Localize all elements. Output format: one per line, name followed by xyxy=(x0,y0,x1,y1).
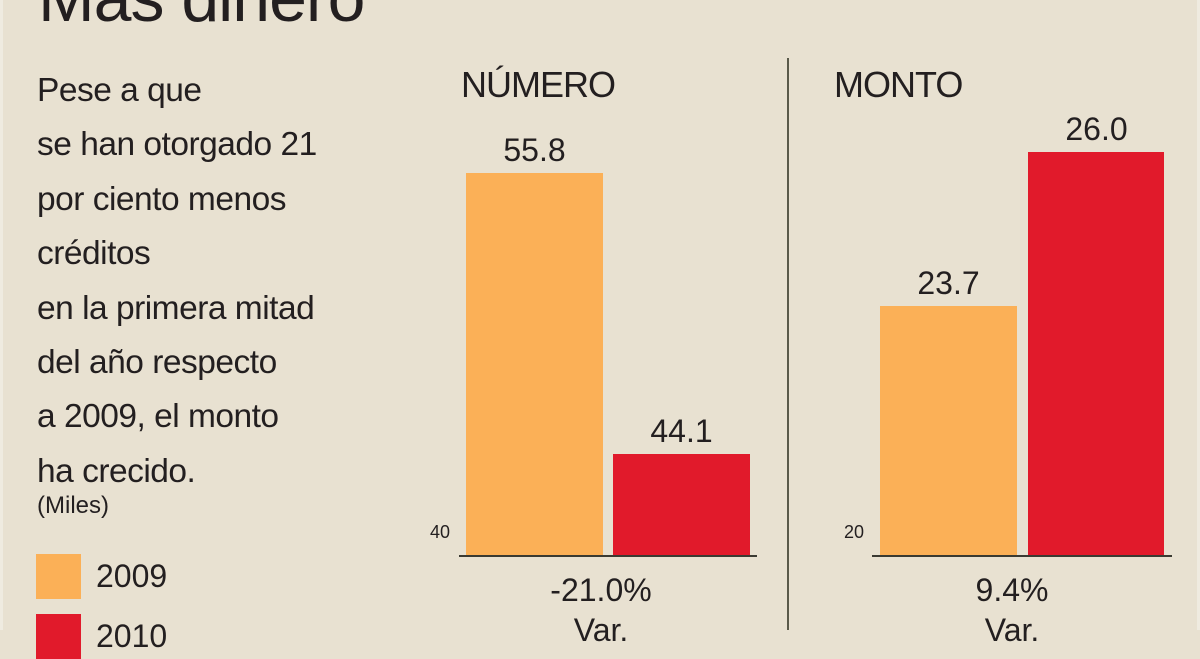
legend-swatch-2010 xyxy=(36,614,81,659)
axis-min-label: 40 xyxy=(430,522,451,542)
lead-line: del año respecto xyxy=(37,344,277,382)
unit-label: (Miles) xyxy=(37,492,109,519)
legend-item-2010: 2010 xyxy=(36,614,167,659)
lead-line: en la primera mitad xyxy=(37,289,315,327)
bar-value-label: 44.1 xyxy=(650,413,713,449)
bar-value-label: 55.8 xyxy=(503,132,566,168)
panel-title-numero: NÚMERO xyxy=(461,64,616,105)
bar-monto-2009 xyxy=(880,306,1017,555)
panel-title-monto: MONTO xyxy=(834,64,963,105)
baseline-monto xyxy=(872,555,1172,557)
lead-line: ha crecido. xyxy=(37,452,196,490)
change-caption: Var. xyxy=(984,612,1040,648)
change-caption: Var. xyxy=(573,612,629,648)
lead-line: a 2009, el monto xyxy=(37,398,279,436)
legend-label: 2010 xyxy=(96,618,168,654)
baseline-numero xyxy=(459,555,757,557)
lead-line: créditos xyxy=(37,235,151,273)
lead-line: se han otorgado 21 xyxy=(37,126,317,164)
axis-min-label: 20 xyxy=(844,522,865,542)
legend-item-2009: 2009 xyxy=(36,554,167,599)
change-percent-numero: -21.0% xyxy=(550,572,652,608)
legend-label: 2009 xyxy=(96,558,168,594)
bar-value-label: 23.7 xyxy=(917,265,980,301)
right-border xyxy=(1197,0,1200,630)
bar-monto-2010 xyxy=(1028,152,1164,555)
bar-numero-2010 xyxy=(613,454,750,555)
bar-value-label: 26.0 xyxy=(1065,111,1128,147)
lead-text: Pese a que se han otorgado 21 por ciento… xyxy=(37,64,407,499)
change-percent-monto: 9.4% xyxy=(975,572,1049,608)
legend-swatch-2009 xyxy=(36,554,81,599)
lead-line: por ciento menos xyxy=(37,180,286,218)
chart-title: Más dinero xyxy=(38,0,365,38)
left-border xyxy=(0,0,3,630)
panel-divider xyxy=(787,58,789,630)
bar-numero-2009 xyxy=(466,173,603,555)
lead-line: Pese a que xyxy=(37,72,202,109)
